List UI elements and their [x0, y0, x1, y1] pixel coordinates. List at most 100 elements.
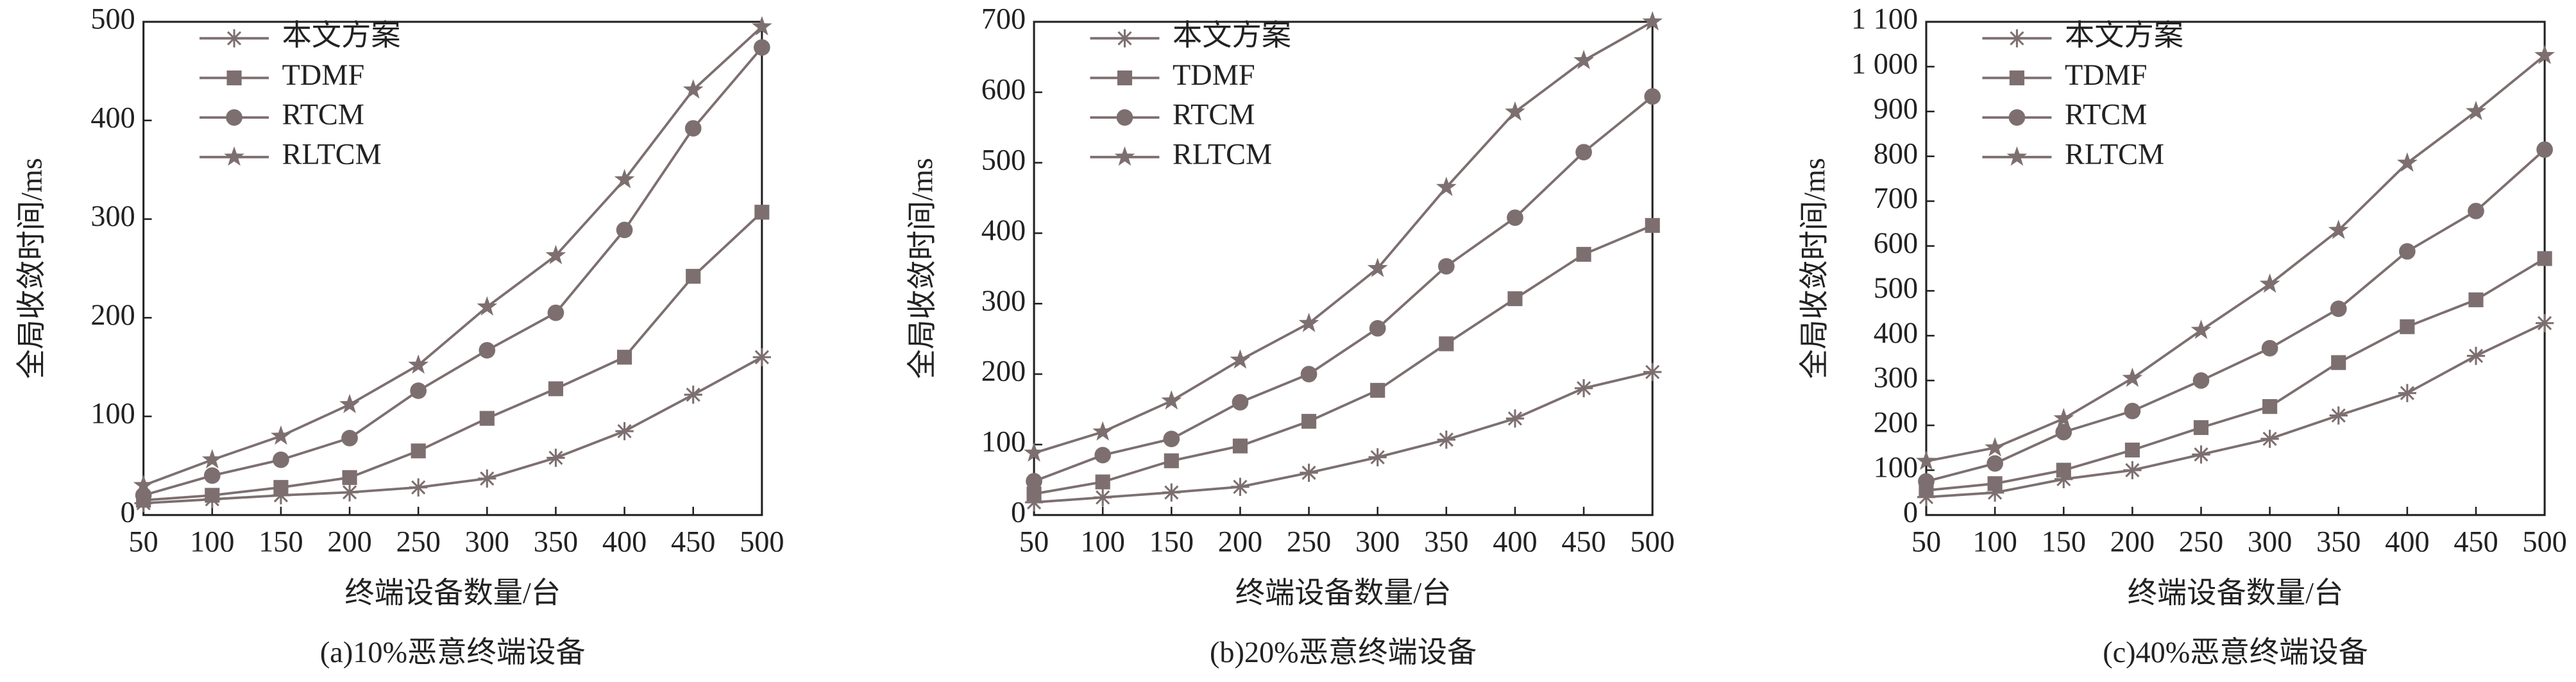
x-tick-label: 350 [2316, 526, 2360, 559]
marker-shape [1987, 455, 2003, 472]
marker-circle [226, 109, 242, 126]
marker-shape [1644, 88, 1661, 105]
y-tick-label: 400 [90, 101, 135, 134]
y-tick-label: 700 [981, 3, 1026, 36]
marker-asterisk [2260, 429, 2279, 448]
marker-star [1573, 49, 1594, 69]
marker-star [1436, 176, 1457, 196]
marker-square [686, 269, 701, 284]
marker-star [2053, 407, 2074, 428]
x-tick-label: 100 [1080, 526, 1124, 559]
marker-shape [548, 450, 563, 465]
marker-shape [545, 244, 566, 264]
x-tick-label: 300 [2248, 526, 2292, 559]
marker-circle [2192, 372, 2210, 389]
marker-shape [2190, 320, 2212, 339]
marker-shape [2125, 463, 2140, 477]
marker-circle [2008, 109, 2026, 126]
marker-shape [751, 15, 772, 36]
y-tick-label: 400 [1874, 317, 1918, 350]
marker-asterisk [2123, 461, 2142, 480]
marker-shape [2468, 292, 2484, 307]
y-tick-label: 200 [981, 355, 1026, 388]
marker-shape [1576, 380, 1591, 396]
marker-circle [684, 120, 702, 137]
marker-asterisk [1094, 488, 1112, 507]
x-tick-label: 500 [2522, 526, 2566, 559]
marker-shape [408, 354, 429, 374]
marker-circle [547, 304, 564, 321]
marker-shape [753, 39, 770, 56]
x-axis-label: 终端设备数量/台 [2128, 577, 2344, 610]
marker-shape [614, 169, 635, 189]
y-tick-label: 600 [1874, 227, 1918, 260]
marker-asterisk [1505, 409, 1525, 428]
marker-square [1576, 246, 1591, 262]
marker-square [1370, 382, 1385, 398]
marker-circle [1644, 88, 1661, 105]
legend-label: RLTCM [282, 138, 382, 171]
x-tick-label: 200 [2110, 526, 2155, 559]
marker-shape [2053, 407, 2074, 428]
marker-square [411, 443, 426, 459]
marker-square [2193, 420, 2209, 436]
x-tick-label: 150 [258, 526, 303, 559]
marker-shape [2468, 203, 2484, 219]
marker-shape [2124, 442, 2140, 457]
x-tick-label: 50 [1911, 526, 1941, 559]
marker-circle [410, 382, 427, 399]
marker-shape [1573, 49, 1594, 69]
marker-star [477, 296, 498, 316]
marker-square [1987, 476, 2003, 491]
marker-shape [617, 423, 632, 439]
marker-shape [2331, 355, 2346, 370]
x-tick-label: 200 [327, 526, 371, 559]
series-line [1033, 370, 1653, 504]
marker-star [751, 15, 772, 36]
marker-shape [1301, 414, 1317, 429]
marker-star [2006, 146, 2028, 166]
y-tick-label: 100 [981, 426, 1026, 459]
marker-square [479, 411, 495, 426]
marker-asterisk [752, 348, 771, 366]
x-tick-label: 400 [602, 526, 647, 559]
marker-star [2396, 152, 2418, 172]
y-tick-label: 500 [981, 144, 1026, 176]
marker-star [545, 244, 566, 264]
marker-star [2328, 219, 2349, 239]
marker-shape [1114, 146, 1135, 166]
marker-shape [2194, 447, 2208, 462]
marker-shape [1024, 442, 1044, 462]
x-tick-label: 150 [2042, 526, 2086, 559]
legend-label: TDMF [282, 59, 365, 92]
marker-circle [1575, 144, 1592, 161]
x-tick-label: 250 [396, 526, 440, 559]
marker-square [2056, 463, 2071, 478]
plot-frame [142, 21, 763, 516]
marker-shape [1437, 258, 1455, 275]
marker-star [1114, 146, 1135, 166]
marker-circle [2261, 339, 2278, 357]
marker-shape [1645, 217, 1660, 233]
marker-shape [1233, 479, 1248, 494]
series-line [143, 356, 763, 505]
marker-shape [548, 381, 564, 396]
marker-asterisk [2466, 346, 2486, 365]
marker-shape [2259, 273, 2280, 293]
x-tick-label: 400 [1493, 526, 1537, 559]
marker-asterisk [615, 422, 634, 441]
marker-shape [201, 448, 223, 469]
marker-shape [2330, 300, 2347, 318]
marker-square [1164, 453, 1179, 468]
marker-shape [2466, 101, 2486, 121]
marker-shape [2192, 372, 2210, 389]
marker-star [133, 474, 154, 495]
marker-shape [2124, 402, 2141, 420]
marker-shape [2396, 152, 2418, 172]
y-tick-label: 100 [1874, 451, 1918, 484]
marker-circle [1918, 473, 1935, 490]
marker-shape [1301, 465, 1316, 480]
x-tick-label: 500 [1631, 526, 1675, 559]
marker-shape [2536, 141, 2554, 158]
marker-star [1916, 450, 1936, 470]
